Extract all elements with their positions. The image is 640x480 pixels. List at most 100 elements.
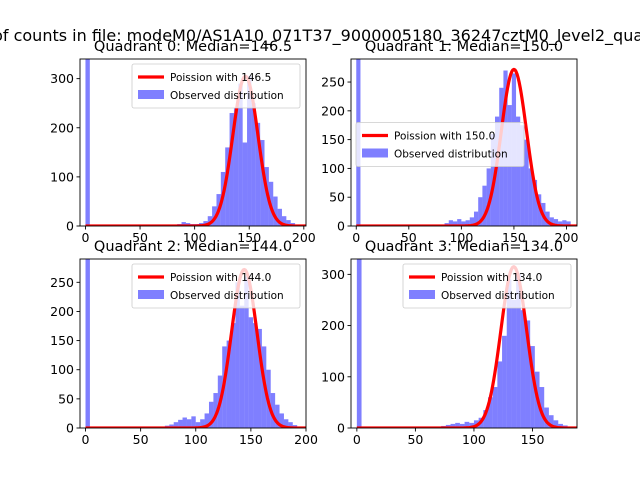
x-tick-label: 150 (502, 230, 526, 245)
x-tick-label: 100 (184, 432, 208, 447)
histogram-bar (273, 196, 278, 226)
x-tick-label: 50 (132, 230, 148, 245)
y-tick-label: 250 (50, 275, 74, 290)
histogram-bar (225, 147, 230, 226)
quadrant-1-axes-frame (350, 58, 578, 227)
histogram-bar (528, 168, 533, 226)
histogram-bar (483, 410, 489, 428)
x-tick-label: 0 (352, 230, 360, 245)
y-tick-label: 150 (321, 132, 345, 147)
histogram-bar (244, 276, 249, 428)
quadrant-2-axes-frame (79, 258, 307, 429)
histogram-bar (539, 387, 545, 428)
histogram-bar (544, 407, 549, 428)
histogram-bar (506, 279, 512, 428)
histogram-bar (204, 413, 209, 428)
legend-hist-swatch (138, 290, 164, 299)
histogram-bar (558, 423, 563, 428)
quadrant-1-legend: Poission with 150.0 Observed distribution (355, 122, 525, 167)
histogram-bar (469, 422, 474, 428)
histogram-bar (242, 142, 248, 226)
quadrant-1-panel: Quadrant 1: Median=150.0 0 50 100 150 200 0 50 1… (321, 39, 578, 245)
histogram-bar (459, 423, 465, 428)
legend-hist-swatch (138, 90, 164, 99)
x-tick-label: 100 (449, 230, 473, 245)
histogram-bar (537, 194, 542, 226)
x-tick-label: 0 (81, 230, 89, 245)
quadrant-0-panel: Quadrant 0: Median=146.5 0 50 100 150 200 0 100… (50, 39, 316, 245)
legend-fit-label: Poission with 150.0 (394, 131, 495, 143)
histogram-bar (457, 219, 462, 226)
histogram-bar (208, 401, 214, 428)
histogram-bar (545, 211, 550, 226)
histogram-bar (524, 139, 529, 226)
histogram-bar (181, 222, 186, 226)
x-tick-label: 50 (133, 432, 149, 447)
y-tick-label: 0 (66, 421, 74, 436)
quadrant-0-title: Quadrant 0: Median=146.5 (94, 39, 292, 55)
quadrant-3-panel: Quadrant 3: Median=134.0 0 50 100 150 0 100 200… (321, 239, 578, 447)
legend-fit-label: Poission with 134.0 (441, 272, 542, 284)
histogram-bar (465, 220, 470, 226)
histogram-bar (464, 421, 470, 428)
histogram-bar (260, 140, 265, 226)
quadrant-0-legend: Poission with 146.5 Observed distribution (131, 63, 301, 109)
x-tick-label: 0 (82, 432, 90, 447)
figure-suptitle: Histogram of counts in file: modeM0/AS1A… (0, 26, 640, 46)
histogram-bar (455, 422, 460, 428)
x-tick-label: 150 (237, 230, 261, 245)
legend-box (131, 63, 301, 109)
y-tick-label: 100 (321, 161, 345, 176)
histogram-bar (497, 361, 503, 428)
histogram-bar (173, 422, 179, 428)
histogram-bar (279, 413, 284, 428)
y-tick-label: 100 (50, 169, 74, 184)
histogram-bar (356, 259, 362, 428)
histogram-bar (553, 219, 559, 226)
y-tick-label: 0 (66, 219, 74, 234)
histogram-bar (448, 220, 453, 226)
y-tick-label: 0 (337, 421, 345, 436)
histogram-bar (530, 346, 535, 428)
histogram-bar (270, 393, 276, 428)
quadrant-2-legend: Poission with 144.0 Observed distribution (131, 263, 301, 309)
histogram-bar (281, 216, 287, 226)
legend-fit-label: Poission with 146.5 (170, 72, 271, 84)
histogram-bar (85, 59, 90, 226)
y-tick-label: 200 (50, 120, 74, 135)
histogram-bar (520, 310, 526, 428)
y-tick-label: 100 (50, 362, 74, 377)
y-tick-label: 50 (329, 190, 345, 205)
histogram-bar (482, 185, 487, 226)
histogram-bar (255, 122, 261, 226)
histogram-bar (200, 419, 205, 428)
quadrant-1-title: Quadrant 1: Median=150.0 (365, 39, 563, 55)
histogram-bar (520, 125, 525, 226)
legend-box (402, 263, 572, 309)
x-tick-label: 100 (462, 432, 486, 447)
histogram-bar (229, 113, 234, 226)
histogram-bar (492, 387, 498, 428)
y-tick-label: 150 (50, 333, 74, 348)
histogram-bar (238, 83, 243, 226)
histogram-bar (553, 420, 559, 428)
histogram-bar (461, 221, 466, 226)
histogram-bar (277, 208, 282, 226)
quadrant-3-axes-frame (350, 258, 578, 429)
quadrant-3-legend: Poission with 134.0 Observed distribution (402, 263, 572, 309)
histogram-bar (251, 103, 256, 226)
x-tick-label: 100 (183, 230, 207, 245)
histogram-bar (516, 116, 521, 226)
histogram-bar (178, 419, 183, 428)
legend-hist-label: Observed distribution (170, 290, 284, 302)
x-tick-label: 200 (555, 230, 579, 245)
histogram-bar (488, 397, 493, 428)
y-tick-label: 200 (50, 304, 74, 319)
histogram-bar (235, 282, 240, 428)
histogram-bar (511, 299, 517, 428)
legend-box (355, 122, 525, 167)
histogram-bar (257, 328, 262, 428)
y-tick-label: 0 (337, 219, 345, 234)
histogram-bar (226, 340, 232, 428)
histogram-bar (169, 424, 174, 428)
